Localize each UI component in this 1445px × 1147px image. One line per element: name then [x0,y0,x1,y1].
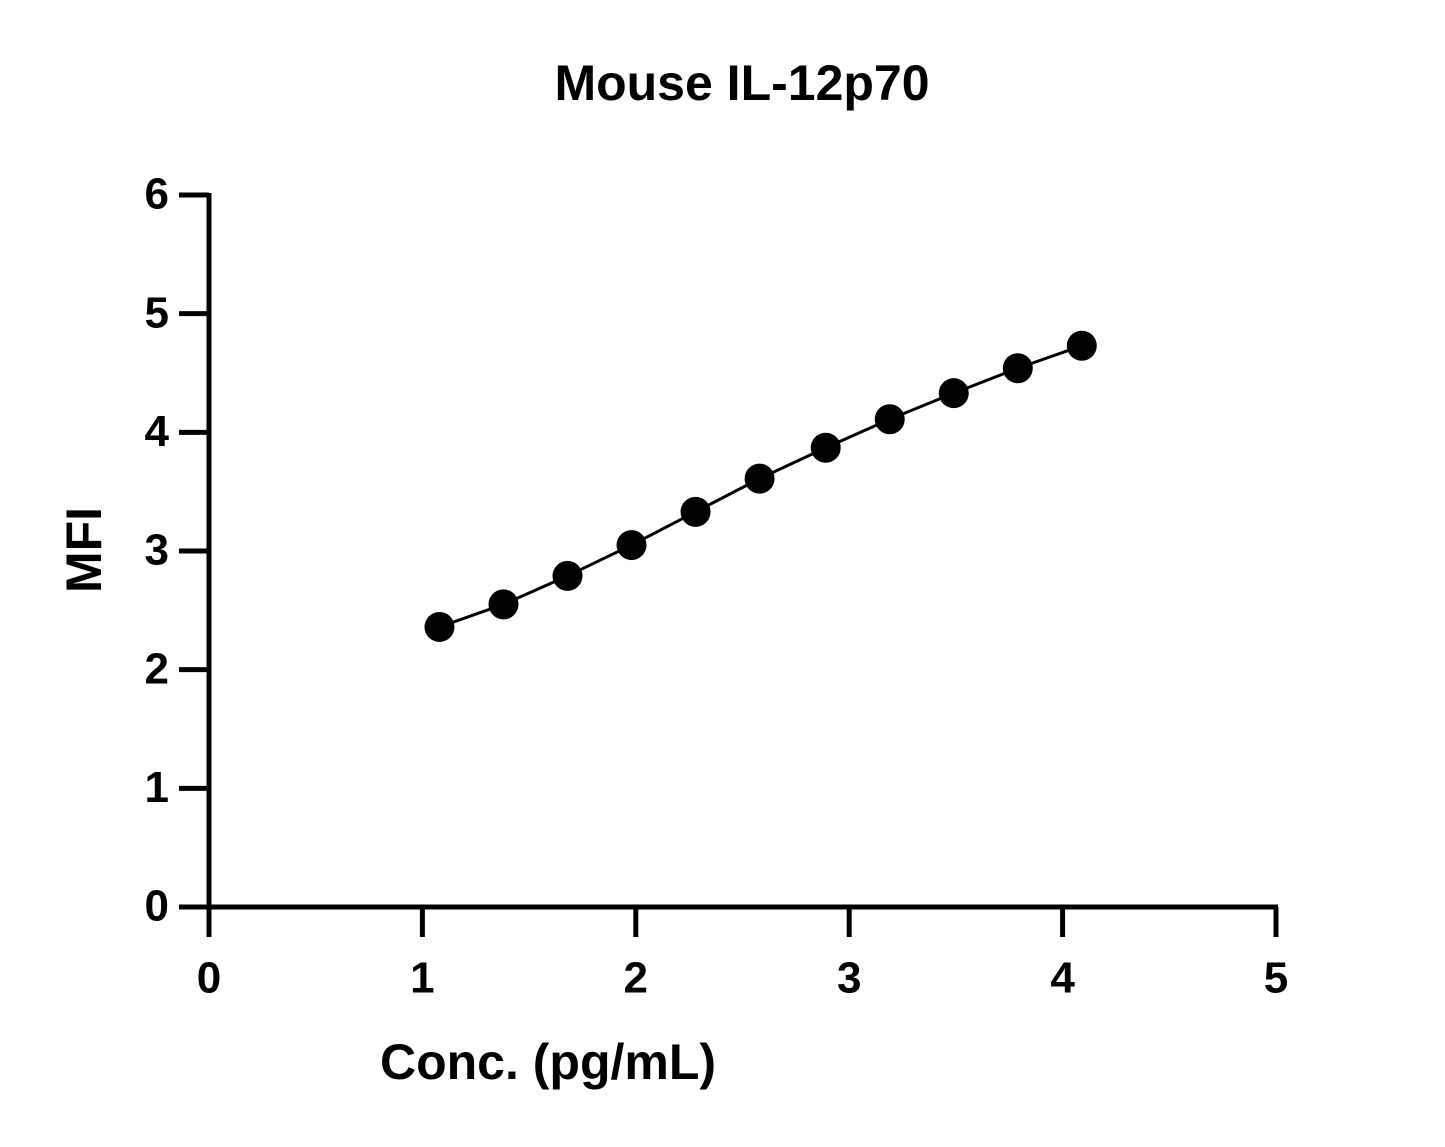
y-tick-label: 3 [145,526,169,575]
chart-title: Mouse IL-12p70 [554,55,929,111]
data-point [874,404,905,435]
y-tick-label: 5 [145,288,169,337]
x-axis-label: Conc. (pg/mL) [380,1034,716,1090]
data-point [552,560,583,591]
data-point [744,463,775,494]
y-tick-label: 6 [145,170,169,219]
x-tick-label: 2 [624,954,648,1003]
x-tick-label: 5 [1264,954,1288,1003]
data-point [616,530,647,561]
data-point [1066,330,1097,361]
y-axis-label: MFI [56,507,112,593]
y-tick-label: 0 [145,882,169,931]
data-point [810,432,841,463]
y-tick-label: 1 [145,763,169,812]
data-point [938,378,969,409]
data-point [1002,353,1033,384]
x-tick-label: 0 [197,954,221,1003]
data-point [680,496,711,527]
x-tick-label: 4 [1050,954,1075,1003]
x-tick-label: 3 [837,954,861,1003]
data-point [488,589,519,620]
y-tick-label: 4 [145,407,170,456]
data-point [424,611,455,642]
y-tick-label: 2 [145,644,169,693]
x-tick-label: 1 [410,954,434,1003]
